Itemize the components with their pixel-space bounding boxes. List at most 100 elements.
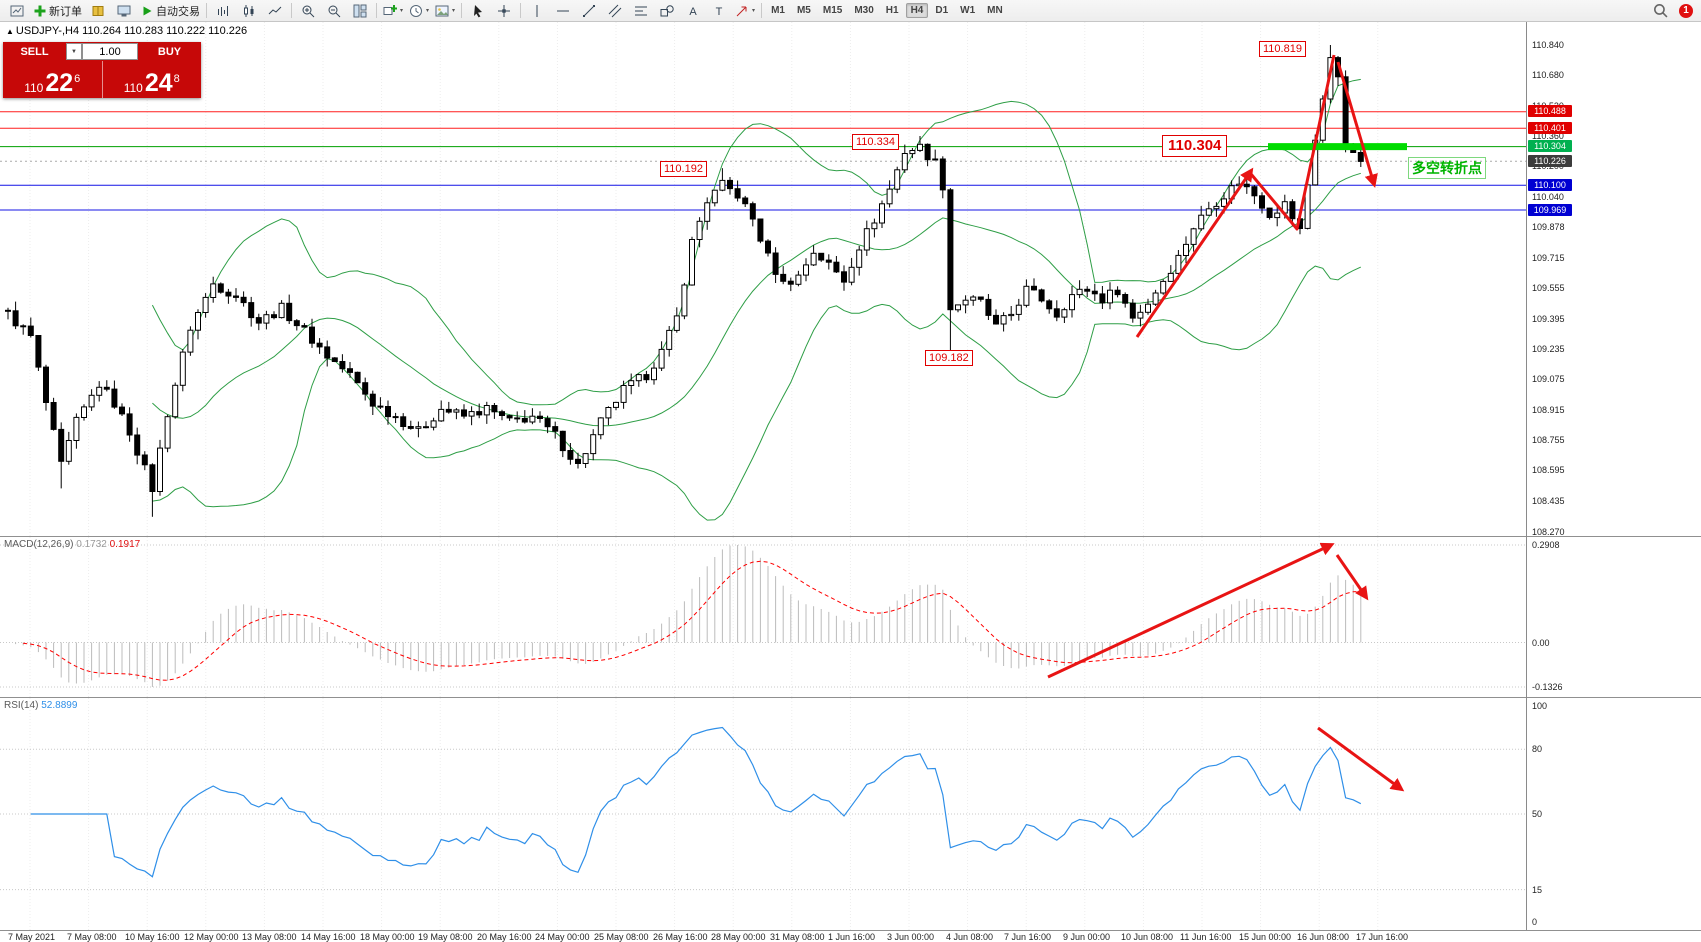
profiles-icon bbox=[410, 4, 423, 17]
zoom-out-button[interactable] bbox=[321, 1, 347, 21]
line-chart-button[interactable] bbox=[262, 1, 288, 21]
rsi-tick: 80 bbox=[1532, 744, 1543, 754]
time-axis[interactable]: 7 May 2021 7 May 08:00 10 May 16:00 12 May … bbox=[0, 930, 1701, 942]
search-button[interactable] bbox=[1647, 1, 1673, 21]
depth-of-market-button[interactable] bbox=[85, 1, 111, 21]
time-tick: 20 May 16:00 bbox=[477, 932, 532, 942]
price-tag[interactable]: 110.226 bbox=[1528, 155, 1572, 167]
time-tick: 19 May 08:00 bbox=[418, 932, 473, 942]
price-label-object[interactable]: 110.304 bbox=[1162, 135, 1228, 157]
buy-button[interactable]: BUY bbox=[157, 45, 182, 58]
depth-of-market-icon bbox=[92, 5, 104, 16]
profiles-button[interactable]: ▾ bbox=[406, 1, 432, 21]
rsi-panel[interactable] bbox=[0, 698, 1526, 930]
price-label-object[interactable]: 110.334 bbox=[852, 134, 899, 150]
price-chart-canvas[interactable] bbox=[0, 22, 1526, 536]
cursor-button[interactable] bbox=[465, 1, 491, 21]
rsi-canvas[interactable] bbox=[0, 698, 1526, 930]
rsi-tick: 0 bbox=[1532, 917, 1538, 927]
price-tick: 108.915 bbox=[1532, 405, 1565, 415]
rsi-value: 52.8899 bbox=[41, 700, 78, 711]
price-label-object[interactable]: 110.192 bbox=[660, 161, 707, 177]
crosshair-icon bbox=[498, 4, 511, 17]
macd-panel[interactable] bbox=[0, 537, 1526, 697]
time-tick: 16 Jun 08:00 bbox=[1297, 932, 1350, 942]
equidistant-channel-button[interactable] bbox=[602, 1, 628, 21]
search-icon bbox=[1653, 4, 1667, 18]
tile-windows-icon bbox=[353, 4, 367, 17]
new-order-icon bbox=[34, 5, 46, 16]
volume-dropdown[interactable]: ▼ bbox=[66, 43, 82, 60]
macd-canvas[interactable] bbox=[0, 537, 1526, 697]
shapes-button[interactable] bbox=[654, 1, 680, 21]
fibonacci-icon bbox=[635, 6, 648, 15]
turning-point-note[interactable]: 多空转折点 bbox=[1408, 157, 1486, 179]
toolbar-separator bbox=[461, 3, 463, 18]
new-chart-button[interactable]: ▾ bbox=[380, 1, 406, 21]
timeframe-m15[interactable]: M15 bbox=[822, 5, 843, 16]
bar-chart-button[interactable] bbox=[210, 1, 236, 21]
timeframe-mn[interactable]: MN bbox=[987, 5, 1003, 16]
price-tag[interactable]: 110.488 bbox=[1528, 105, 1572, 117]
price-tick: 110.040 bbox=[1532, 192, 1564, 202]
timeframe-m1[interactable]: M1 bbox=[771, 5, 785, 16]
label-button[interactable]: T bbox=[706, 1, 732, 21]
bid-price-button[interactable]: 110 22 6 bbox=[3, 61, 103, 98]
panel-separator-rsi[interactable] bbox=[0, 697, 1701, 698]
price-tick: 110.680 bbox=[1532, 70, 1564, 80]
vertical-line-button[interactable] bbox=[524, 1, 550, 21]
macd-signal-value: 0.1917 bbox=[109, 539, 141, 550]
zoom-in-button[interactable] bbox=[295, 1, 321, 21]
timeframe-m5[interactable]: M5 bbox=[796, 5, 811, 16]
price-tick: 109.878 bbox=[1532, 222, 1565, 232]
price-chart-panel[interactable] bbox=[0, 22, 1526, 536]
timeframe-w1[interactable]: W1 bbox=[960, 5, 976, 16]
price-tag[interactable]: 110.304 bbox=[1528, 140, 1572, 152]
arrows-button[interactable]: ▾ bbox=[732, 1, 758, 21]
price-tag[interactable]: 110.100 bbox=[1528, 179, 1572, 191]
timeframe-h1[interactable]: H1 bbox=[885, 5, 899, 16]
price-label-object[interactable]: 110.819 bbox=[1259, 41, 1306, 57]
new-order-button[interactable]: 新订单 bbox=[30, 1, 85, 21]
time-tick: 10 Jun 08:00 bbox=[1121, 932, 1174, 942]
tile-windows-button[interactable] bbox=[347, 1, 373, 21]
price-label-object[interactable]: 109.182 bbox=[925, 350, 973, 366]
price-tick: 110.360 bbox=[1532, 131, 1564, 141]
candlestick-chart-button[interactable] bbox=[236, 1, 262, 21]
timeframe-d1[interactable]: D1 bbox=[935, 5, 949, 16]
price-axis[interactable]: 110.840110.680110.520110.360110.200110.0… bbox=[1527, 22, 1701, 930]
templates-button[interactable]: ▾ bbox=[432, 1, 458, 21]
terminal-button[interactable] bbox=[111, 1, 137, 21]
svg-text:A: A bbox=[689, 6, 697, 18]
time-tick: 17 Jun 16:00 bbox=[1356, 932, 1409, 942]
volume-input[interactable] bbox=[82, 43, 138, 60]
price-tick: 109.715 bbox=[1532, 253, 1565, 263]
macd-tick: 0.00 bbox=[1532, 638, 1550, 648]
horizontal-line-button[interactable] bbox=[550, 1, 576, 21]
time-tick: 18 May 00:00 bbox=[360, 932, 415, 942]
sell-button[interactable]: SELL bbox=[20, 45, 49, 58]
ask-price-button[interactable]: 110 24 8 bbox=[103, 61, 202, 98]
panel-separator-macd[interactable] bbox=[0, 536, 1701, 537]
fibonacci-button[interactable] bbox=[628, 1, 654, 21]
time-tick: 25 May 08:00 bbox=[594, 932, 649, 942]
time-tick: 31 May 08:00 bbox=[770, 932, 825, 942]
cursor-icon bbox=[474, 4, 483, 17]
price-tag[interactable]: 110.401 bbox=[1528, 122, 1572, 134]
text-button[interactable]: A bbox=[680, 1, 706, 21]
trendline-button[interactable] bbox=[576, 1, 602, 21]
crosshair-button[interactable] bbox=[491, 1, 517, 21]
toolbar-separator bbox=[761, 3, 763, 18]
rsi-name: RSI(14) bbox=[4, 700, 39, 711]
timeframe-m30[interactable]: M30 bbox=[854, 5, 874, 16]
timeframe-h4[interactable]: H4 bbox=[905, 3, 929, 18]
macd-tick: 0.2908 bbox=[1532, 540, 1560, 550]
collapse-icon[interactable]: ▲ bbox=[6, 27, 14, 36]
notification-badge[interactable]: 1 bbox=[1679, 3, 1693, 18]
time-tick: 14 May 16:00 bbox=[301, 932, 356, 942]
price-tag[interactable]: 109.969 bbox=[1528, 204, 1572, 216]
charts-window-button[interactable] bbox=[4, 1, 30, 21]
auto-trading-button[interactable]: 自动交易 bbox=[137, 1, 203, 21]
new-order-button-label: 新订单 bbox=[49, 5, 82, 18]
